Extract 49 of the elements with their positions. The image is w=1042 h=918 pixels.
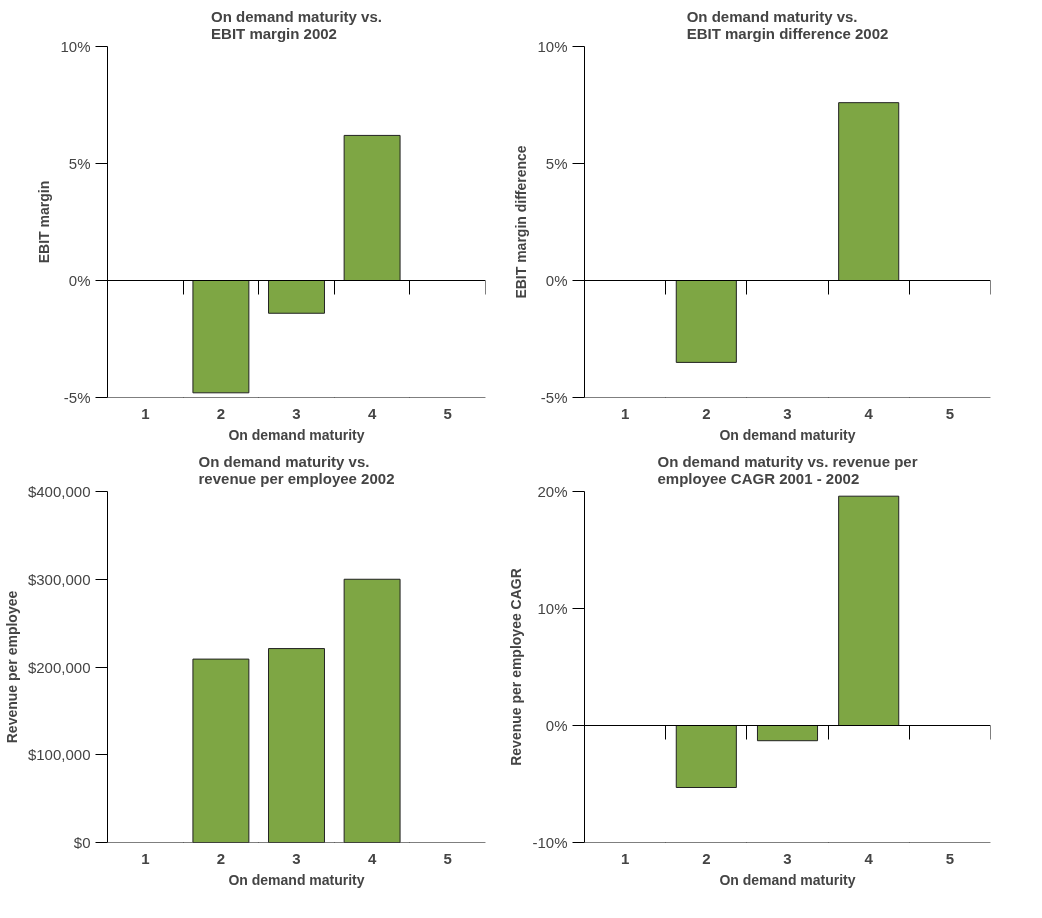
y-tick-label: 0% — [545, 717, 568, 734]
y-tick-label: -5% — [540, 389, 568, 406]
chart-title: On demand maturity vs. EBIT margin 2002 — [211, 7, 382, 42]
x-tick-label: 2 — [702, 404, 711, 422]
y-tick-label: $200,000 — [27, 658, 91, 676]
x-axis-title: On demand maturity — [719, 871, 856, 888]
x-tick-label: 5 — [443, 404, 452, 422]
y-tick-label: 0% — [68, 272, 91, 289]
y-axis-title: EBIT margin difference — [513, 145, 530, 299]
x-tick-label: 5 — [945, 849, 955, 867]
y-tick-label: -5% — [63, 389, 91, 406]
x-tick-label: 4 — [367, 404, 377, 422]
x-tick-label: 4 — [864, 849, 874, 867]
y-tick-label: 5% — [68, 155, 91, 172]
x-axis-title: On demand maturity — [228, 426, 365, 443]
x-tick-label: 4 — [367, 849, 377, 867]
x-tick-label: 2 — [702, 849, 711, 867]
y-tick-label: 20% — [537, 483, 568, 500]
x-tick-label: 3 — [292, 404, 301, 422]
x-tick-label: 1 — [620, 404, 630, 422]
x-tick-label: 1 — [141, 404, 150, 422]
x-tick-label: 3 — [783, 404, 792, 422]
x-tick-label: 3 — [783, 849, 792, 867]
x-tick-label: 1 — [620, 849, 630, 867]
x-axis-title: On demand maturity — [719, 426, 856, 443]
y-tick-label: 0% — [545, 272, 568, 289]
y-tick-label: $100,000 — [27, 746, 91, 764]
y-tick-label: $0 — [73, 834, 91, 851]
y-tick-label: 5% — [545, 155, 568, 172]
x-axis-title: On demand maturity — [228, 871, 365, 888]
y-tick-label: $400,000 — [27, 483, 91, 500]
y-tick-label: 10% — [60, 38, 91, 55]
chart-title: On demand maturity vs. revenue per employee 2002 — [198, 452, 395, 487]
y-tick-label: -10% — [532, 834, 568, 851]
y-axis-title: Revenue per employee CAGR — [508, 568, 525, 766]
x-tick-label: 5 — [443, 849, 452, 867]
x-tick-label: 3 — [292, 849, 301, 867]
x-tick-label: 4 — [864, 404, 874, 422]
x-tick-label: 2 — [216, 849, 226, 867]
y-axis-title: Revenue per employee — [3, 590, 20, 744]
x-tick-label: 5 — [945, 404, 955, 422]
x-tick-label: 1 — [141, 849, 150, 867]
y-tick-label: 10% — [537, 600, 568, 617]
chart-title: On demand maturity vs. revenue per employee CAGR 2001 - 2002 — [657, 452, 918, 487]
chart-title: On demand maturity vs. EBIT margin difference 2002 — [686, 7, 889, 42]
y-axis-title: EBIT margin — [36, 180, 53, 264]
y-tick-label: 10% — [537, 38, 568, 55]
x-tick-label: 2 — [216, 404, 226, 422]
y-tick-label: $300,000 — [27, 570, 91, 588]
